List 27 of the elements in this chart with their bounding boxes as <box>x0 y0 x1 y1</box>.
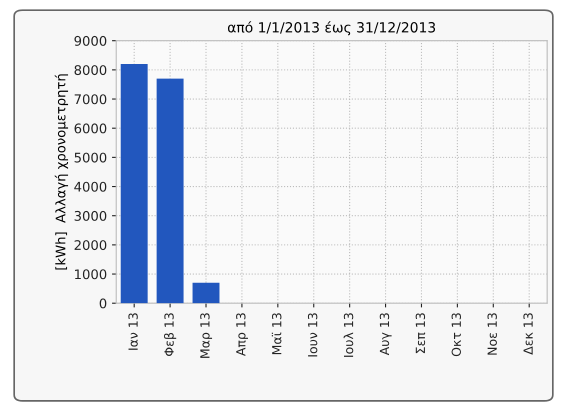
y-tick-label: 4000 <box>74 182 106 192</box>
x-tick-label: Μαϊ 13 <box>272 313 282 354</box>
x-tick-label: Μαρ 13 <box>200 313 212 358</box>
y-tick-label: 8000 <box>74 65 106 76</box>
x-tick-label: Απρ 13 <box>236 313 248 356</box>
y-tick-label: 3000 <box>74 210 106 221</box>
x-tick-label: Φεβ 13 <box>164 313 176 356</box>
x-tick-label: Σεπ 13 <box>416 313 426 354</box>
bar <box>120 64 148 304</box>
y-tick-label: 6000 <box>74 123 106 134</box>
y-axis-title: [kWh] Αλλαγή χρονομετρητή <box>54 74 68 270</box>
x-tick-label: Οκτ 13 <box>452 313 462 356</box>
x-tick-label: Δεκ 13 <box>523 313 533 355</box>
y-tick-label: 5000 <box>74 152 106 163</box>
x-tick-label: Ιαν 13 <box>128 313 138 350</box>
x-tick-label: Ιουλ 13 <box>344 313 354 357</box>
x-tick-label: Ιουν 13 <box>308 313 318 356</box>
bar <box>156 78 184 304</box>
y-tick-label: 9000 <box>74 36 106 46</box>
y-tick-label: 1000 <box>75 269 106 280</box>
chart-title: από 1/1/2013 έως 31/12/2013 <box>228 21 436 36</box>
y-tick-label: 7000 <box>74 94 106 104</box>
x-tick-label: Αυγ 13 <box>380 313 392 356</box>
bar <box>192 282 220 304</box>
y-tick-label: 0 <box>100 298 106 308</box>
y-tick-label: 2000 <box>74 240 106 250</box>
x-tick-label: Νοε 13 <box>487 313 497 355</box>
